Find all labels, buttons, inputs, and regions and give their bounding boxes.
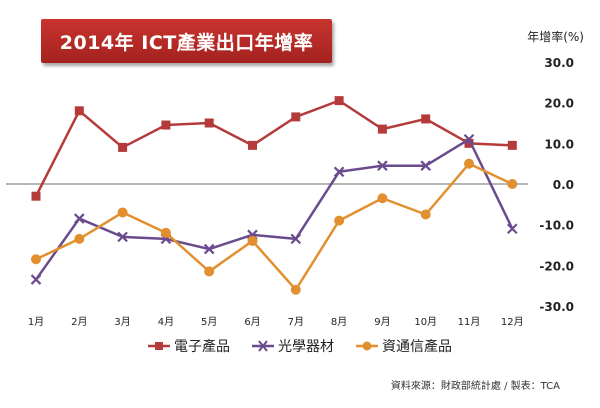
legend: 電子產品 光學器材 資通信產品 [0,336,600,356]
data-point-circle [160,227,171,238]
data-point-square [507,140,517,150]
x-tick-label: 7月 [288,316,304,328]
legend-item-electronics: 電子產品 [148,336,230,356]
data-point-circle [204,266,215,277]
data-point-x [377,160,388,171]
legend-item-optical: 光學器材 [252,336,334,356]
data-point-circle [464,158,474,169]
data-point-circle [247,235,258,246]
y-tick-label: 0.0 [553,178,574,192]
y-tick-label: -10.0 [539,219,574,233]
legend-marker-x [252,340,274,352]
x-tick-label: 3月 [114,316,130,328]
x-tick-label: 9月 [374,316,390,328]
data-point-circle [31,254,41,265]
data-point-square [248,140,257,150]
y-axis-unit-label: 年增率(%) [527,30,584,44]
data-point-x [117,231,128,243]
data-point-circle [420,209,431,220]
data-point-circle [334,215,345,226]
data-point-x [290,233,302,245]
y-tick-label: 20.0 [544,97,574,111]
x-tick-label: 6月 [244,316,260,328]
data-point-square [74,106,84,116]
data-point-square [421,114,431,124]
data-point-x [203,243,215,255]
data-point-x [30,274,42,285]
data-point-square [204,118,214,128]
y-tick-label: 30.0 [544,56,574,70]
x-tick-label: 12月 [501,316,524,328]
data-point-circle [507,179,518,189]
legend-item-ict: 資通信產品 [356,336,452,356]
data-point-x [507,223,518,235]
legend-label: 電子產品 [174,339,230,355]
x-tick-label: 5月 [201,316,217,328]
data-point-circle [117,207,128,218]
chart-title: 2014年 ICT產業出口年增率 [41,19,332,63]
data-point-square [118,142,128,152]
legend-label: 資通信產品 [382,339,452,355]
y-tick-label: -20.0 [539,259,574,273]
legend-label: 光學器材 [278,339,334,355]
data-point-x [420,160,431,171]
series-line-2 [34,138,514,281]
data-point-square [334,96,344,106]
x-tick-label: 8月 [331,316,347,328]
data-point-circle [377,193,388,204]
data-point-circle [290,284,301,295]
x-tick-label: 2月 [71,316,87,328]
data-point-x [74,213,85,224]
data-point-square [31,191,41,201]
legend-marker-square [148,342,170,350]
y-tick-label: 10.0 [544,137,574,151]
data-point-circle [74,233,85,244]
x-tick-label: 4月 [158,316,174,328]
x-tick-label: 1月 [28,316,44,328]
series-line-1 [34,99,513,197]
data-point-x [333,166,345,178]
x-tick-label: 10月 [414,316,437,328]
data-point-square [161,120,171,130]
data-point-x [463,133,475,145]
series-line-3 [35,162,513,291]
data-point-square [291,112,301,122]
data-point-square [377,124,387,134]
data-point-square [464,138,474,148]
y-tick-label: -30.0 [539,300,574,314]
source-note: 資料來源：財政部統計處 / 製表：TCA [390,381,560,392]
legend-marker-circle [356,341,378,351]
x-tick-label: 11月 [458,316,481,328]
